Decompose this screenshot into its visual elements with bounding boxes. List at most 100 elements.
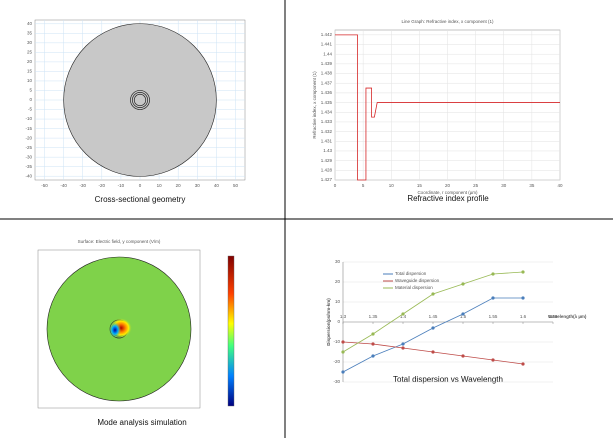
data-point <box>341 350 345 354</box>
legend-label: Total dispersion <box>395 271 427 276</box>
data-point <box>431 350 435 354</box>
data-point <box>431 292 435 296</box>
x-tick-label: 50 <box>233 183 239 188</box>
y-tick-label: 0 <box>337 319 340 324</box>
y-tick-label: 1.436 <box>321 90 333 95</box>
y-tick-label: -15 <box>25 126 32 131</box>
y-tick-label: -10 <box>333 339 340 344</box>
series-line <box>342 297 523 373</box>
y-tick-label: -40 <box>25 173 32 178</box>
x-tick-label: 20 <box>176 183 182 188</box>
x-tick-label: 1.6 <box>520 314 527 319</box>
y-tick-label: 10 <box>27 78 33 83</box>
data-point <box>461 282 465 286</box>
x-tick-label: -20 <box>99 183 106 188</box>
data-point <box>401 312 405 316</box>
y-axis-label: Refractive index, x component (1) <box>312 71 317 139</box>
x-tick-label: -10 <box>118 183 125 188</box>
y-tick-label: -30 <box>25 154 32 159</box>
core-ring <box>133 93 147 107</box>
y-tick-label: -35 <box>25 164 32 169</box>
y-tick-label: 1.439 <box>321 61 333 66</box>
x-tick-label: -40 <box>60 183 67 188</box>
data-point <box>371 332 375 336</box>
x-tick-label: 5 <box>362 183 365 188</box>
y-tick-label: 1.433 <box>321 119 333 124</box>
y-tick-label: 1.43 <box>323 148 332 153</box>
x-tick-label: 0 <box>334 183 337 188</box>
x-tick-label: 25 <box>473 183 479 188</box>
y-tick-label: 1.428 <box>321 168 333 173</box>
y-tick-label: 10 <box>335 299 341 304</box>
cladding <box>63 23 217 177</box>
y-tick-label: -30 <box>333 379 340 384</box>
field-lobe <box>109 322 121 338</box>
chart-title: Line Graph: Refractive index, x componen… <box>401 19 494 24</box>
y-tick-label: 40 <box>27 21 33 26</box>
data-point <box>371 354 375 358</box>
legend-label: Waveguide dispersion <box>395 278 440 283</box>
x-tick-label: -30 <box>79 183 86 188</box>
data-point <box>461 312 465 316</box>
data-point <box>491 296 495 300</box>
data-point <box>521 296 525 300</box>
x-tick-label: 1.55 <box>489 314 498 319</box>
x-tick-label: 15 <box>417 183 423 188</box>
y-tick-label: 1.435 <box>321 100 333 105</box>
data-point <box>341 370 345 374</box>
caption: Refractive index profile <box>407 194 489 203</box>
caption: Total dispersion vs Wavelength <box>393 375 503 384</box>
series-line <box>342 271 524 353</box>
x-tick-label: 1.35 <box>369 314 378 319</box>
x-tick-label: 10 <box>157 183 163 188</box>
y-tick-label: 30 <box>335 259 341 264</box>
core-ring <box>130 90 150 110</box>
series-line <box>335 34 560 181</box>
x-tick-label: 10 <box>389 183 395 188</box>
y-tick-label: 1.431 <box>321 138 333 143</box>
data-point <box>461 354 465 358</box>
y-tick-label: 1.44 <box>323 51 332 56</box>
data-point <box>431 326 435 330</box>
y-tick-label: 1.442 <box>321 32 333 37</box>
x-tick-label: 30 <box>501 183 507 188</box>
y-tick-label: 5 <box>29 88 32 93</box>
y-tick-label: -20 <box>333 359 340 364</box>
data-point <box>521 362 525 366</box>
colorbar <box>227 255 235 407</box>
data-point <box>401 342 405 346</box>
y-tick-label: 20 <box>27 59 33 64</box>
x-tick-label: 0 <box>139 183 142 188</box>
x-axis-label: Coordinate, r component (µm) <box>417 190 478 195</box>
y-tick-label: 20 <box>335 279 341 284</box>
x-tick-label: 35 <box>529 183 535 188</box>
y-tick-label: 1.441 <box>321 42 333 47</box>
chart-title: Surface: Electric field, y component (V/… <box>78 239 161 244</box>
y-tick-label: 1.432 <box>321 129 333 134</box>
y-tick-label: -5 <box>28 107 32 112</box>
core-ring <box>132 92 148 108</box>
y-tick-label: 1.437 <box>321 80 333 85</box>
y-tick-label: -10 <box>25 116 32 121</box>
y-tick-label: 25 <box>27 50 33 55</box>
y-tick-label: -25 <box>25 145 32 150</box>
y-tick-label: 1.427 <box>321 177 333 182</box>
x-tick-label: 1.4 <box>400 314 407 319</box>
x-tick-label: 30 <box>195 183 201 188</box>
data-point <box>401 346 405 350</box>
caption: Mode analysis simulation <box>97 418 186 427</box>
legend-label: Material dispersion <box>395 285 433 290</box>
x-tick-label: -50 <box>41 183 48 188</box>
y-tick-label: 1.429 <box>321 158 333 163</box>
x-tick-label: 1.45 <box>429 314 438 319</box>
data-point <box>491 358 495 362</box>
y-tick-label: 15 <box>27 69 33 74</box>
y-tick-label: 1.438 <box>321 71 333 76</box>
x-axis-label: Wavelength(λ µm) <box>548 314 587 319</box>
x-tick-label: 40 <box>557 183 563 188</box>
data-point <box>491 272 495 276</box>
y-tick-label: -20 <box>25 135 32 140</box>
y-tick-label: 35 <box>27 31 33 36</box>
